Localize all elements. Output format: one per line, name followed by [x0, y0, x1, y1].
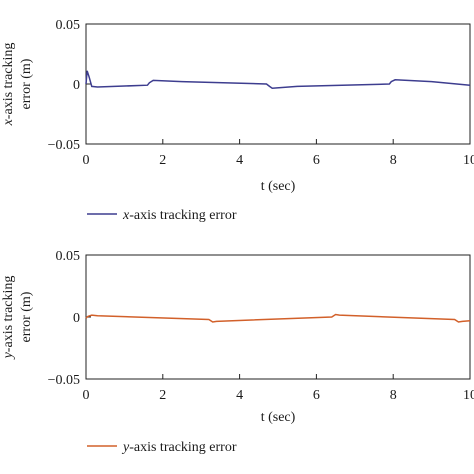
x-error-xtick-label: 10: [463, 153, 474, 168]
x-error-lines: [85, 70, 471, 89]
y-error-xtick-label: 4: [236, 388, 243, 403]
x-error-ylabel-line2: error (m): [19, 58, 34, 109]
y-error-ylabel-line2: error (m): [19, 291, 34, 342]
x-error-xtick-label: 0: [83, 153, 90, 168]
x-error-xticks: 0 2 4 6 8 10: [83, 139, 474, 168]
x-error-ylabel: x-axis tracking error (m): [1, 43, 34, 127]
x-error-xtick-label: 6: [313, 153, 320, 168]
y-error-xticks: 0 2 4 6 8 10: [83, 374, 474, 403]
x-error-ytick-label: −0.05: [48, 138, 80, 153]
y-error-ytick-label: 0.05: [56, 249, 81, 264]
y-error-ylabel: y-axis tracking error (m): [1, 276, 34, 361]
y-error-ylabel-line1: y-axis tracking: [1, 276, 16, 361]
y-error-xlabel: t (sec): [261, 410, 296, 425]
y-error-yticks: 0.05 0 −0.05: [48, 249, 91, 388]
y-error-xtick-label: 0: [83, 388, 90, 403]
y-error-lines: [85, 313, 471, 323]
y-error-ytick-label: −0.05: [48, 373, 80, 388]
y-error-legend-label: y-axis tracking error: [121, 440, 237, 455]
y-error-xtick-label: 2: [159, 388, 166, 403]
y-error-legend: y-axis tracking error: [87, 440, 237, 455]
x-error-xlabel: t (sec): [261, 179, 296, 194]
y-error-xtick-label: 6: [313, 388, 320, 403]
y-error-xtick-label: 8: [390, 388, 397, 403]
x-error-yticks: 0.05 0 −0.05: [48, 18, 91, 153]
x-error-xtick-label: 2: [159, 153, 166, 168]
y-error-xtick-label: 10: [463, 388, 474, 403]
x-error-series-line: [85, 70, 471, 89]
x-error-ytick-label: 0.05: [56, 18, 81, 33]
x-error-legend-label: x-axis tracking error: [122, 208, 237, 223]
x-error-xtick-label: 8: [390, 153, 397, 168]
y-error-series-line: [85, 313, 471, 323]
x-error-plot-frame: [85, 23, 471, 145]
x-error-ytick-label: 0: [73, 78, 80, 93]
x-error-xtick-label: 4: [236, 153, 243, 168]
y-error-ytick-label: 0: [73, 311, 80, 326]
x-error-ylabel-line1: x-axis tracking: [1, 43, 16, 127]
x-error-legend: x-axis tracking error: [87, 208, 237, 223]
